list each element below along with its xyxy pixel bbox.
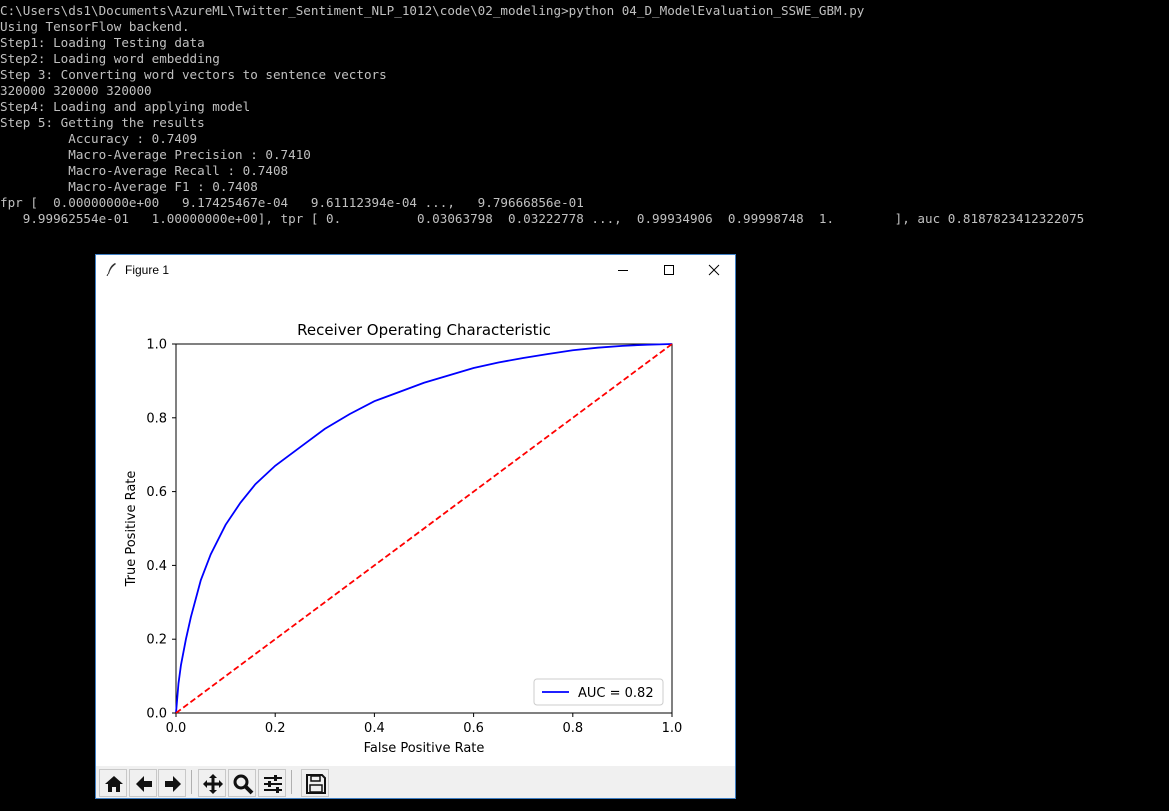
console-line: Step 5: Getting the results — [0, 115, 205, 130]
console-line: 9.99962554e-01 1.00000000e+00], tpr [ 0.… — [0, 211, 1085, 226]
legend-label-auc: AUC = 0.82 — [578, 686, 654, 701]
console-line: Accuracy : 0.7409 — [0, 131, 198, 146]
save-button[interactable] — [301, 769, 329, 797]
toolbar-separator — [191, 770, 192, 794]
x-tick-label: 1.0 — [662, 721, 683, 736]
maximize-icon — [664, 265, 674, 275]
console-line: Step1: Loading Testing data — [0, 35, 205, 50]
minimize-button[interactable] — [600, 255, 646, 285]
console-output: C:\Users\ds1\Documents\AzureML\Twitter_S… — [0, 3, 1084, 227]
window-titlebar[interactable]: Figure 1 — [96, 255, 735, 285]
navigation-toolbar — [96, 766, 735, 798]
plot-axes-frame — [175, 343, 673, 714]
pan-button[interactable] — [198, 769, 226, 797]
y-tick-label: 0.2 — [146, 633, 167, 648]
home-icon — [105, 776, 123, 792]
chart-title: Receiver Operating Characteristic — [297, 321, 551, 339]
console-line: Macro-Average Precision : 0.7410 — [0, 147, 311, 162]
x-tick-label: 0.2 — [265, 721, 286, 736]
y-tick-label: 0.6 — [146, 485, 167, 500]
x-axis-label: False Positive Rate — [364, 741, 485, 756]
window-title: Figure 1 — [125, 263, 170, 277]
x-tick-label: 0.0 — [166, 721, 187, 736]
forward-button[interactable] — [158, 769, 186, 797]
move-icon — [203, 774, 223, 794]
chance-line — [175, 343, 673, 714]
minimize-icon — [618, 270, 628, 271]
x-tick-label: 0.8 — [562, 721, 583, 736]
y-tick-label: 0.8 — [146, 411, 167, 426]
close-icon — [708, 264, 720, 276]
toolbar-separator — [291, 770, 292, 794]
configure-subplots-button[interactable] — [258, 769, 286, 797]
magnifier-icon — [233, 774, 254, 795]
arrow-right-icon — [165, 776, 181, 792]
console-line: Macro-Average F1 : 0.7408 — [0, 179, 258, 194]
console-line: Step4: Loading and applying model — [0, 99, 251, 114]
home-button[interactable] — [99, 769, 127, 797]
console-line: C:\Users\ds1\Documents\AzureML\Twitter_S… — [0, 3, 865, 18]
feather-icon — [106, 263, 116, 276]
roc-chart: Receiver Operating Characteristic 0.0 0.2… — [124, 321, 683, 756]
console-line: fpr [ 0.00000000e+00 9.17425467e-04 9.61… — [0, 195, 584, 210]
zoom-button[interactable] — [228, 769, 256, 797]
console-line: Using TensorFlow backend. — [0, 19, 190, 34]
back-button[interactable] — [129, 769, 157, 797]
y-axis-label: True Positive Rate — [124, 471, 139, 588]
x-tick-label: 0.4 — [364, 721, 385, 736]
console-line: 320000 320000 320000 — [0, 83, 152, 98]
y-tick-label: 0.4 — [146, 559, 167, 574]
plot-canvas[interactable]: Receiver Operating Characteristic 0.0 0.2… — [96, 285, 735, 765]
console-line: Step 3: Converting word vectors to sente… — [0, 67, 387, 82]
console-line: Step2: Loading word embedding — [0, 51, 220, 66]
floppy-disk-icon — [306, 774, 326, 794]
y-tick-label: 1.0 — [146, 338, 167, 353]
y-tick-label: 0.0 — [146, 707, 167, 722]
arrow-left-icon — [136, 776, 152, 792]
figure-window: Figure 1 Receiver Operating Characterist… — [95, 254, 736, 799]
x-tick-label: 0.6 — [463, 721, 484, 736]
roc-curve-line — [175, 343, 673, 714]
close-button[interactable] — [691, 255, 737, 285]
console-line: Macro-Average Recall : 0.7408 — [0, 163, 289, 178]
legend: AUC = 0.82 — [533, 678, 664, 706]
maximize-button[interactable] — [646, 255, 692, 285]
sliders-icon — [264, 775, 282, 793]
legend-box — [533, 678, 664, 706]
